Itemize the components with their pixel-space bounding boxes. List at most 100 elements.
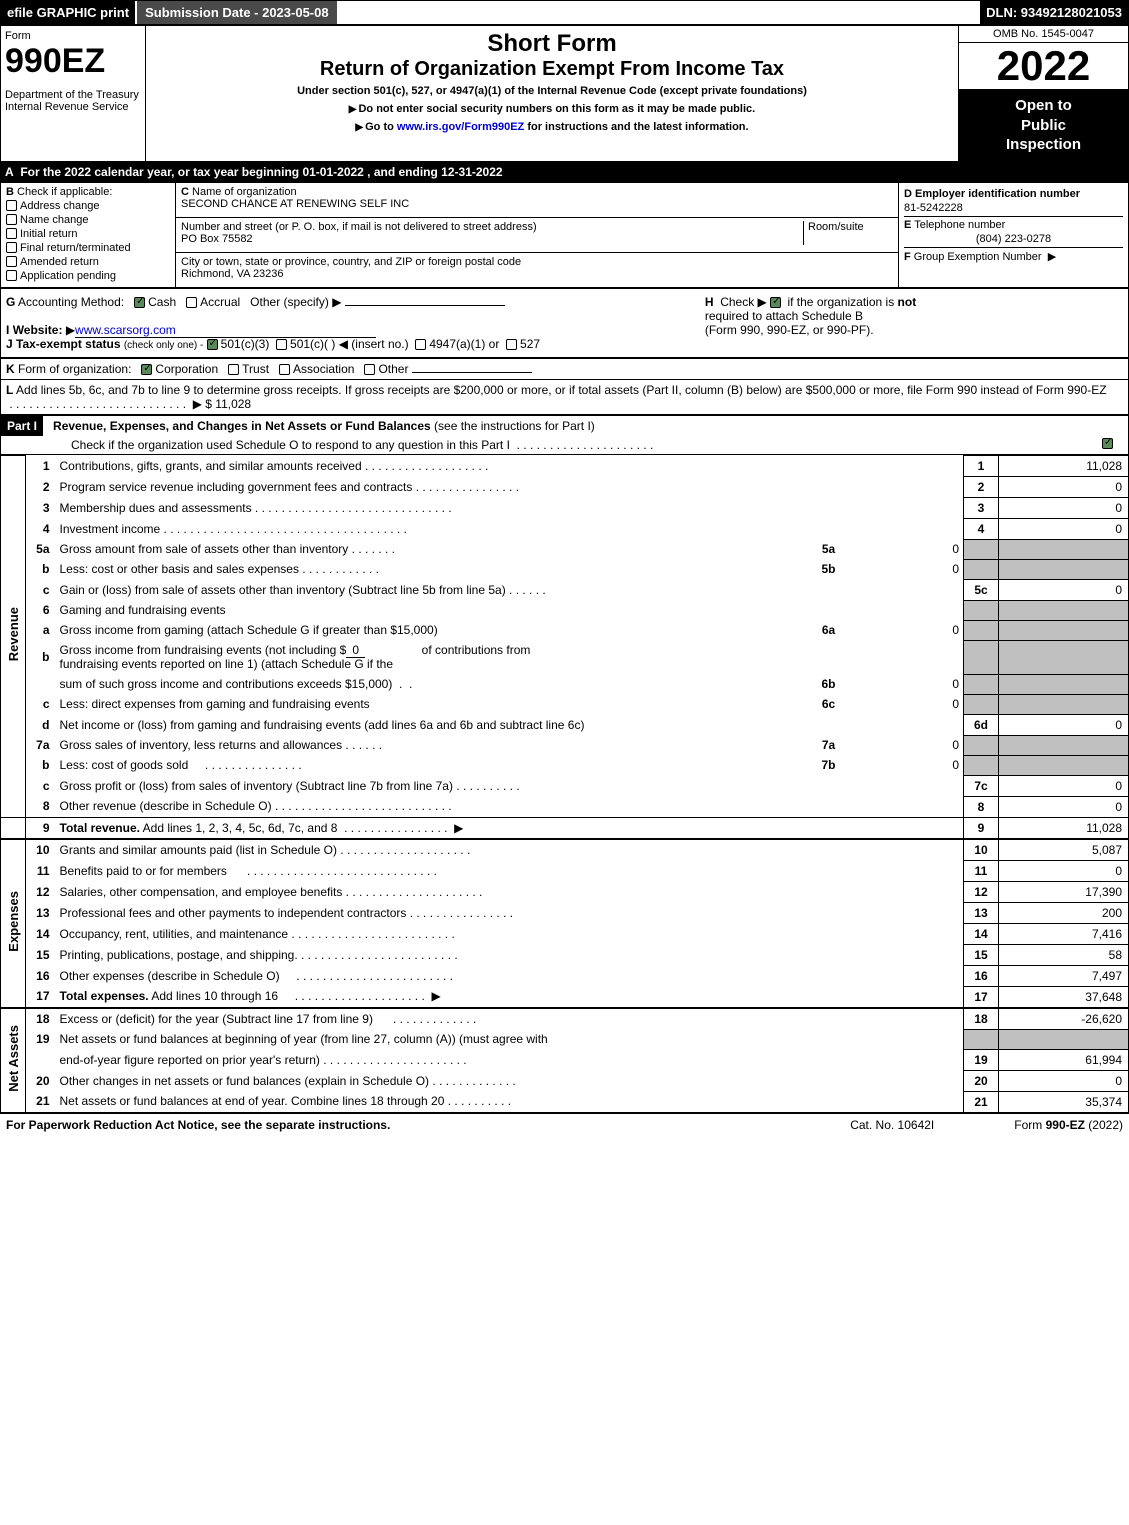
result-no: 4 xyxy=(964,518,999,539)
result-amt: 0 xyxy=(999,518,1129,539)
line-21: 21 Net assets or fund balances at end of… xyxy=(1,1091,1129,1112)
line-no: 7a xyxy=(26,735,56,755)
part1-row: Part I Revenue, Expenses, and Changes in… xyxy=(1,415,1129,454)
checkbox-4947[interactable] xyxy=(415,339,426,350)
open-line1: Open to xyxy=(1015,97,1072,114)
line-17: 17 Total expenses. Add lines 10 through … xyxy=(1,986,1129,1008)
checkbox-sched-b[interactable] xyxy=(770,297,781,308)
j-501c3: 501(c)(3) xyxy=(221,337,270,351)
shaded xyxy=(964,674,999,694)
checkbox-501c[interactable] xyxy=(276,339,287,350)
shaded xyxy=(999,620,1129,640)
checkbox-name[interactable] xyxy=(6,214,17,225)
shaded xyxy=(964,539,999,559)
street-value: PO Box 75582 xyxy=(181,233,253,245)
l-amount: $ 11,028 xyxy=(205,397,251,411)
line-no: 11 xyxy=(26,860,56,881)
dept-treasury: Department of the Treasury xyxy=(5,89,141,101)
col-c-name: C Name of organizationSECOND CHANCE AT R… xyxy=(176,182,899,217)
result-amt: 0 xyxy=(999,1070,1129,1091)
checkbox-amended[interactable] xyxy=(6,256,17,267)
result-no: 7c xyxy=(964,775,999,796)
irs-link[interactable]: www.irs.gov/Form990EZ xyxy=(397,121,524,133)
line-12: 12 Salaries, other compensation, and emp… xyxy=(1,881,1129,902)
line-6a: a Gross income from gaming (attach Sched… xyxy=(1,620,1129,640)
line-4: 4 Investment income . . . . . . . . . . … xyxy=(1,518,1129,539)
line-desc: Less: cost of goods sold xyxy=(60,758,189,772)
under-section: Under section 501(c), 527, or 4947(a)(1)… xyxy=(156,85,948,97)
part1-header-table: Part I Revenue, Expenses, and Changes in… xyxy=(0,415,1129,455)
h-check: Check xyxy=(720,295,754,309)
checkbox-cash[interactable] xyxy=(134,297,145,308)
checkbox-accrual[interactable] xyxy=(186,297,197,308)
tax-year: 2022 xyxy=(959,43,1128,90)
result-amt: 0 xyxy=(999,497,1129,518)
line-6d: d Net income or (loss) from gaming and f… xyxy=(1,714,1129,735)
checkbox-trust[interactable] xyxy=(228,364,239,375)
result-amt: 17,390 xyxy=(999,881,1129,902)
col-d: D Employer identification number 81-5242… xyxy=(899,182,1129,287)
line-5b: b Less: cost or other basis and sales ex… xyxy=(1,559,1129,579)
checkbox-address[interactable] xyxy=(6,200,17,211)
checkbox-corp[interactable] xyxy=(141,364,152,375)
checkbox-initial[interactable] xyxy=(6,228,17,239)
shaded xyxy=(964,620,999,640)
checkbox-final[interactable] xyxy=(6,242,17,253)
h-not: not xyxy=(898,295,917,309)
result-no: 15 xyxy=(964,944,999,965)
line-desc: Less: cost or other basis and sales expe… xyxy=(60,562,299,576)
checkbox-part1-sched-o[interactable] xyxy=(1102,438,1113,449)
website-link[interactable]: www.scarsorg.com xyxy=(75,323,376,338)
submission-date: Submission Date - 2023-05-08 xyxy=(135,1,339,24)
line-desc: Gross amount from sale of assets other t… xyxy=(60,542,349,556)
org-name: SECOND CHANCE AT RENEWING SELF INC xyxy=(181,198,409,210)
line-desc: Membership dues and assessments xyxy=(60,501,252,515)
city-label: City or town, state or province, country… xyxy=(181,256,521,268)
j-sub: (check only one) - xyxy=(124,340,203,351)
city-value: Richmond, VA 23236 xyxy=(181,268,284,280)
checkbox-pending[interactable] xyxy=(6,270,17,281)
line-15: 15 Printing, publications, postage, and … xyxy=(1,944,1129,965)
j-4947: 4947(a)(1) or xyxy=(429,337,499,351)
line-1: Revenue 1 Contributions, gifts, grants, … xyxy=(1,455,1129,476)
inner-amt: 0 xyxy=(844,620,964,640)
ssn-warning: Do not enter social security numbers on … xyxy=(358,103,755,115)
b-label: Check if applicable: xyxy=(17,186,112,198)
inner-amt: 0 xyxy=(844,694,964,714)
checkbox-527[interactable] xyxy=(506,339,517,350)
line-desc: Gross income from gaming (attach Schedul… xyxy=(60,623,438,637)
inner-no: 7a xyxy=(814,735,844,755)
line-no: 6 xyxy=(26,600,56,620)
result-no: 21 xyxy=(964,1091,999,1112)
revenue-side-label: Revenue xyxy=(1,455,26,817)
cb-final-label: Final return/terminated xyxy=(20,242,131,254)
open-to-public: Open to Public Inspection xyxy=(959,90,1128,161)
result-amt: 0 xyxy=(999,714,1129,735)
line-19-2: end-of-year figure reported on prior yea… xyxy=(1,1049,1129,1070)
result-no: 9 xyxy=(964,817,999,839)
top-bar: efile GRAPHIC print Submission Date - 20… xyxy=(0,0,1129,25)
header-right: OMB No. 1545-0047 2022 Open to Public In… xyxy=(959,26,1129,162)
result-no: 13 xyxy=(964,902,999,923)
result-amt: 7,497 xyxy=(999,965,1129,986)
checkbox-other-org[interactable] xyxy=(364,364,375,375)
line-desc: Professional fees and other payments to … xyxy=(60,906,407,920)
expenses-text: Expenses xyxy=(6,891,21,952)
line-13: 13 Professional fees and other payments … xyxy=(1,902,1129,923)
cb-initial-label: Initial return xyxy=(20,228,77,240)
result-amt: 37,648 xyxy=(999,986,1129,1008)
netassets-side-label: Net Assets xyxy=(1,1008,26,1113)
checkbox-501c3[interactable] xyxy=(207,339,218,350)
shaded xyxy=(964,755,999,775)
line-no xyxy=(26,674,56,694)
result-amt: 61,994 xyxy=(999,1049,1129,1070)
line-desc: Net income or (loss) from gaming and fun… xyxy=(60,718,585,732)
shaded xyxy=(964,1029,999,1049)
header-table: Form 990EZ Department of the Treasury In… xyxy=(0,25,1129,162)
line-desc: Gaming and fundraising events xyxy=(60,603,226,617)
shaded xyxy=(964,735,999,755)
result-no: 17 xyxy=(964,986,999,1008)
line-no: b xyxy=(26,559,56,579)
checkbox-assoc[interactable] xyxy=(279,364,290,375)
short-form-title: Short Form xyxy=(156,30,948,58)
